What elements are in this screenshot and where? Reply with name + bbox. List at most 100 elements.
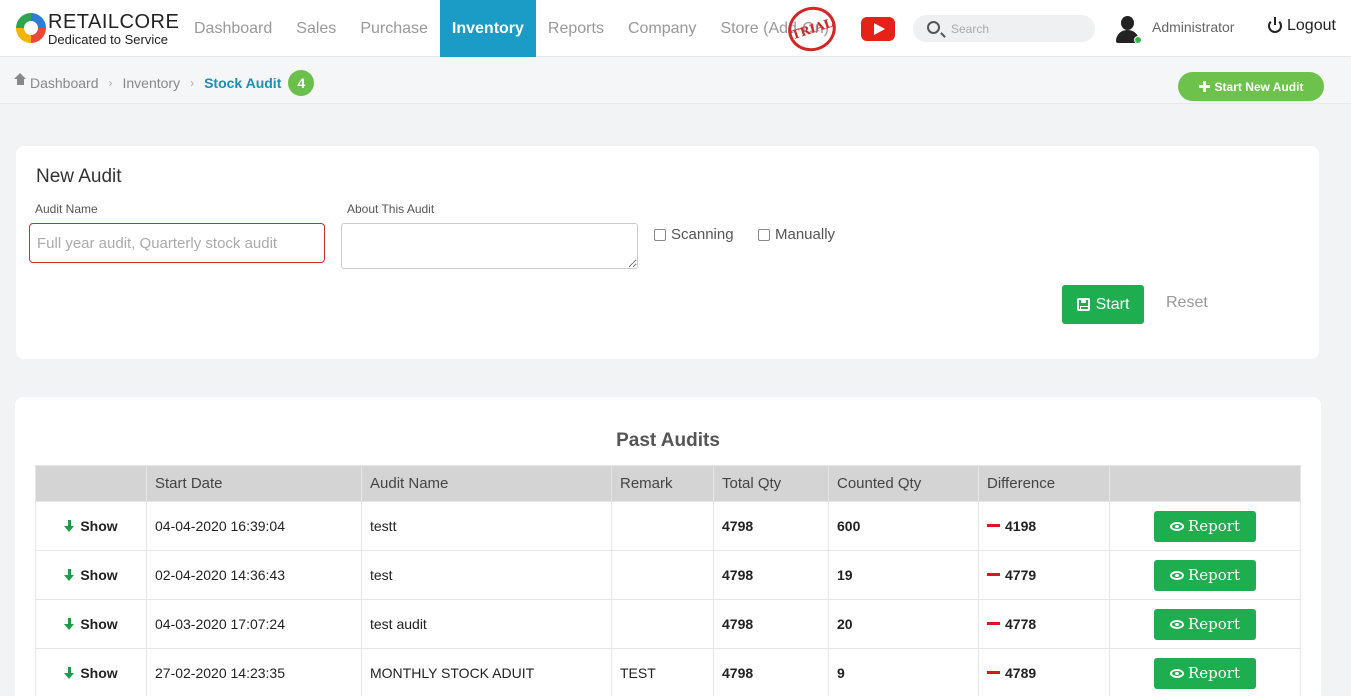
user-avatar-icon[interactable] (1113, 14, 1142, 44)
remark-cell (611, 599, 714, 649)
counted-qty-cell: 600 (828, 501, 979, 551)
brand-name: RETAILCORE (48, 11, 180, 33)
start-button[interactable]: Start (1062, 285, 1144, 324)
table-row: Show 27-02-2020 14:23:35 MONTHLY STOCK A… (35, 648, 1301, 696)
manually-label: Manually (775, 226, 836, 243)
total-qty-cell: 4798 (713, 648, 829, 696)
logout-button[interactable]: Logout (1268, 17, 1336, 35)
brand-tagline: Dedicated to Service (48, 32, 168, 47)
chevron-right-icon: › (108, 76, 113, 90)
minus-icon (987, 670, 1000, 674)
report-button[interactable]: Report (1154, 608, 1256, 640)
breadcrumb-inventory[interactable]: Inventory (122, 75, 181, 91)
past-audits-title: Past Audits (616, 430, 720, 451)
difference-cell: 4789 (978, 648, 1110, 696)
counted-qty-cell: 19 (828, 550, 979, 600)
breadcrumb: Dashboard › Inventory › Stock Audit 4 (14, 70, 315, 96)
difference-value: 4198 (1005, 518, 1037, 534)
show-link[interactable]: Show (35, 550, 147, 600)
audit-name-label: Audit Name (35, 202, 98, 216)
scanning-option[interactable]: Scanning (654, 226, 734, 243)
report-cell: Report (1109, 501, 1301, 551)
eye-icon (1169, 619, 1184, 629)
logout-label: Logout (1287, 17, 1336, 34)
youtube-icon[interactable] (861, 17, 895, 41)
show-label: Show (80, 518, 118, 534)
report-button[interactable]: Report (1154, 657, 1256, 689)
report-button[interactable]: Report (1154, 510, 1256, 542)
audit-name-input[interactable] (29, 223, 325, 263)
search-icon (927, 21, 940, 34)
counted-qty-cell: 20 (828, 599, 979, 649)
remark-cell (611, 501, 714, 551)
report-cell: Report (1109, 599, 1301, 649)
remark-cell (611, 550, 714, 600)
nav-sales[interactable]: Sales (296, 20, 337, 37)
column-header-counted-qty: Counted Qty (828, 465, 979, 502)
start-new-audit-button[interactable]: Start New Audit (1178, 72, 1324, 101)
report-label: Report (1187, 517, 1240, 535)
manually-option[interactable]: Manually (758, 226, 835, 243)
past-audits-table: Start Date Audit Name Remark Total Qty C… (35, 465, 1301, 696)
difference-cell: 4198 (978, 501, 1110, 551)
start-date-cell: 04-03-2020 17:07:24 (146, 599, 362, 649)
new-audit-card: New Audit Audit Name About This Audit Sc… (16, 146, 1319, 359)
arrow-down-icon (64, 569, 75, 581)
reset-button[interactable]: Reset (1166, 294, 1208, 311)
breadcrumb-bar: Dashboard › Inventory › Stock Audit 4 (0, 57, 1351, 104)
arrow-down-icon (64, 618, 75, 630)
difference-cell: 4778 (978, 599, 1110, 649)
save-icon (1076, 298, 1090, 311)
new-audit-title: New Audit (36, 166, 122, 187)
nav-reports[interactable]: Reports (547, 20, 604, 37)
nav-dashboard[interactable]: Dashboard (194, 20, 273, 37)
report-label: Report (1187, 566, 1240, 584)
minus-icon (987, 621, 1000, 625)
difference-cell: 4779 (978, 550, 1110, 600)
report-button[interactable]: Report (1154, 559, 1256, 591)
show-link[interactable]: Show (35, 599, 147, 649)
nav-store-addon[interactable]: Store (Add-On) (720, 20, 829, 37)
search-box (913, 15, 1095, 42)
search-input[interactable] (951, 19, 1081, 38)
trial-stamp-text: TRIAL (789, 15, 835, 43)
user-name[interactable]: Administrator (1152, 19, 1235, 35)
report-label: Report (1187, 615, 1240, 633)
about-audit-label: About This Audit (347, 202, 435, 216)
about-audit-textarea[interactable] (341, 223, 638, 269)
minus-icon (987, 572, 1000, 576)
manually-checkbox[interactable] (758, 228, 770, 241)
eye-icon (1169, 570, 1184, 580)
audit-name-cell: test audit (361, 599, 612, 649)
start-date-cell: 02-04-2020 14:36:43 (146, 550, 362, 600)
power-icon (1268, 17, 1282, 33)
scanning-checkbox[interactable] (654, 228, 666, 241)
show-link[interactable]: Show (35, 501, 147, 551)
report-cell: Report (1109, 550, 1301, 600)
table-row: Show 02-04-2020 14:36:43 test 4798 19 47… (35, 550, 1301, 600)
nav-purchase[interactable]: Purchase (360, 20, 428, 37)
top-navbar: RETAILCORE Dedicated to Service Dashboar… (0, 0, 1351, 58)
scanning-label: Scanning (671, 226, 734, 243)
eye-icon (1169, 668, 1184, 678)
column-header (35, 465, 147, 502)
report-label: Report (1187, 664, 1240, 682)
audit-count-badge: 4 (288, 70, 315, 96)
nav-company[interactable]: Company (627, 20, 697, 37)
eye-icon (1169, 521, 1184, 531)
chevron-right-icon: › (190, 76, 195, 90)
column-header (1109, 465, 1301, 502)
total-qty-cell: 4798 (713, 599, 829, 649)
home-icon (14, 73, 26, 87)
total-qty-cell: 4798 (713, 550, 829, 600)
report-cell: Report (1109, 648, 1301, 696)
breadcrumb-stock-audit: Stock Audit (204, 75, 282, 91)
brand-logo[interactable]: RETAILCORE Dedicated to Service (14, 10, 179, 50)
start-date-cell: 27-02-2020 14:23:35 (146, 648, 362, 696)
nav-inventory[interactable]: Inventory (439, 0, 536, 57)
difference-value: 4778 (1005, 616, 1037, 632)
show-link[interactable]: Show (35, 648, 147, 696)
breadcrumb-dashboard[interactable]: Dashboard (30, 75, 99, 91)
column-header-remark: Remark (611, 465, 714, 502)
plus-icon (1198, 81, 1210, 92)
